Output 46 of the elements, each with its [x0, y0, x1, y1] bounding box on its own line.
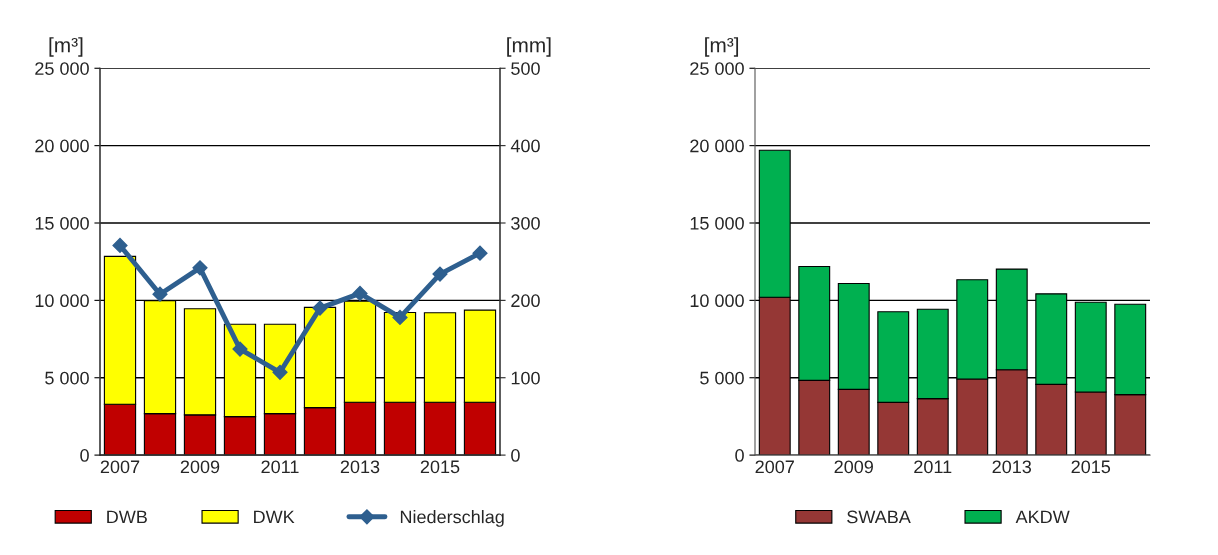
y-tick-label: 25 000 — [35, 62, 89, 75]
legend-label: DWK — [254, 510, 295, 524]
x-tick-label: 2007 — [100, 460, 140, 474]
y2-axis-title: [mm] — [507, 37, 551, 57]
y-tick-label: 0 — [80, 449, 89, 462]
legend-label: DWB — [107, 510, 147, 524]
x-tick-label: 2011 — [261, 460, 299, 474]
x-tick-label: 2011 — [914, 460, 952, 474]
y2-tick-label: 100 — [511, 371, 540, 385]
y-tick-label: 15 000 — [35, 216, 89, 230]
y-tick-label: 15 000 — [690, 216, 744, 230]
point — [352, 285, 368, 301]
x-tick-label: 2009 — [834, 460, 873, 474]
y-axis-title: [m³] — [49, 37, 83, 57]
y2-tick-label: 400 — [510, 139, 540, 153]
y-tick-label: 0 — [735, 449, 744, 462]
y-tick-label: 10 000 — [690, 294, 744, 308]
y2-tick-label: 300 — [511, 216, 540, 230]
y-axis-title: [m³] — [705, 37, 739, 57]
point — [272, 364, 288, 380]
x-tick-label: 2007 — [755, 460, 794, 474]
legend-label: Niederschlag — [400, 510, 504, 527]
legend-label: AKDW — [1015, 510, 1070, 524]
point — [192, 260, 208, 276]
point — [152, 286, 168, 302]
point — [432, 266, 448, 282]
y2-tick-label: 500 — [511, 62, 540, 75]
y-tick-label: 20 000 — [690, 139, 744, 153]
y2-tick-label: 200 — [511, 294, 540, 308]
point — [232, 341, 248, 357]
y-tick-label: 5 000 — [45, 371, 89, 385]
y2-tick-label: 0 — [511, 449, 520, 462]
x-tick-label: 2013 — [992, 460, 1032, 474]
x-tick-label: 2015 — [1071, 460, 1111, 474]
point — [312, 300, 328, 316]
point — [112, 237, 128, 254]
y-tick-label: 10 000 — [35, 294, 89, 308]
x-tick-label: 2009 — [180, 460, 220, 474]
x-tick-label: 2015 — [420, 460, 460, 474]
point — [472, 245, 488, 261]
x-tick-label: 2013 — [340, 460, 380, 474]
y-tick-label: 5 000 — [700, 371, 744, 385]
point — [392, 309, 408, 325]
y-tick-label: 25 000 — [690, 62, 744, 75]
y-tick-label: 20 000 — [35, 139, 89, 153]
legend-label: SWABA — [847, 510, 911, 524]
